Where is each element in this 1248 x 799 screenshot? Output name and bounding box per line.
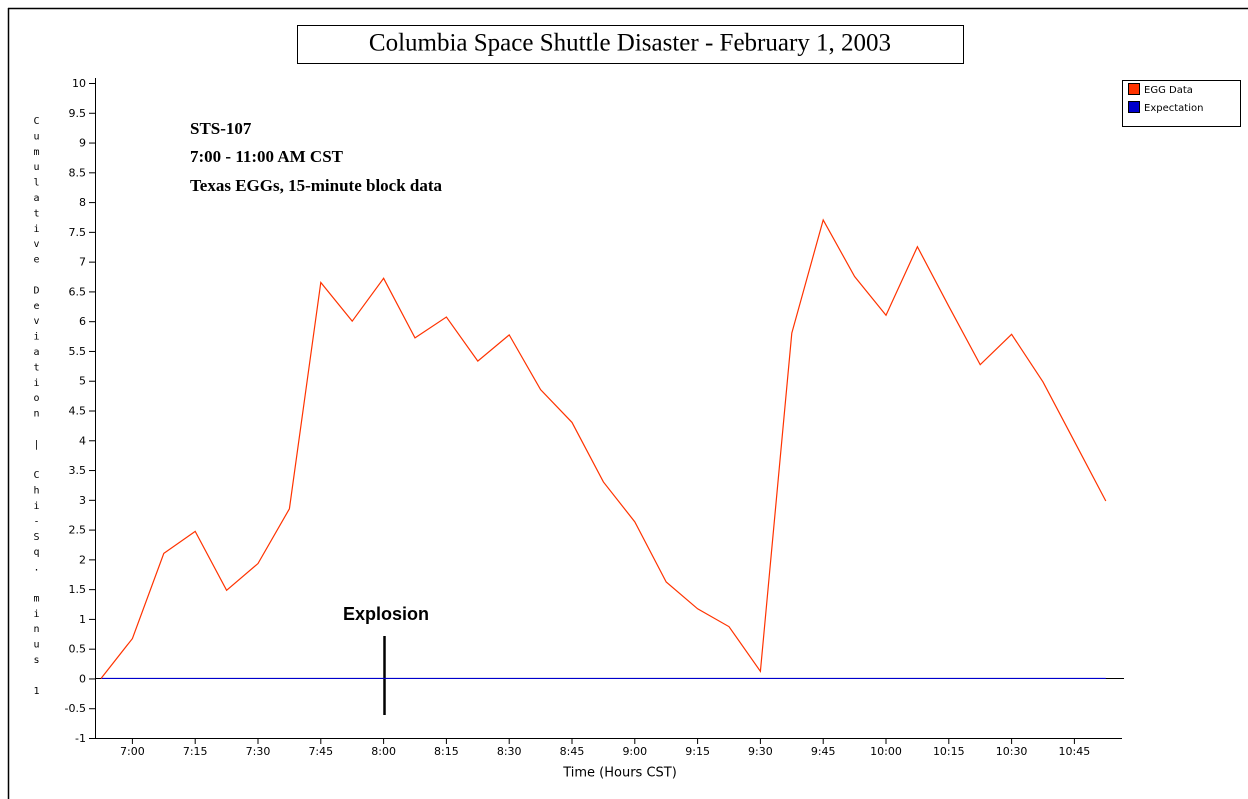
x-axis-label: Time (Hours CST) (562, 766, 677, 781)
y-tick-label: -0.5 (65, 702, 86, 715)
x-tick-label: 10:30 (996, 745, 1028, 758)
y-tick-label: 1.5 (69, 583, 87, 596)
y-tick-label: 10 (72, 77, 86, 90)
y-axis-label: Cumulative Deviation | Chi-Sq. minus 1 (31, 116, 42, 702)
x-tick-label: 8:15 (434, 745, 459, 758)
y-tick-label: 0 (79, 672, 86, 685)
y-tick-label: 7.5 (69, 226, 87, 239)
legend-label: EGG Data (1144, 85, 1193, 96)
y-tick-label: 3 (79, 494, 86, 507)
y-tick-label: 9.5 (69, 107, 87, 120)
y-tick-label: 4.5 (69, 405, 87, 418)
y-tick-label: 5.5 (69, 345, 87, 358)
y-tick-label: 2 (79, 553, 86, 566)
x-tick-label: 9:30 (748, 745, 773, 758)
y-tick-label: 9 (79, 137, 86, 150)
y-tick-label: 5 (79, 375, 86, 388)
y-tick-label: 6.5 (69, 285, 87, 298)
title-box (297, 25, 964, 64)
y-tick-label: 8 (79, 196, 86, 209)
x-tick-label: 8:00 (371, 745, 396, 758)
x-tick-label: 10:00 (870, 745, 902, 758)
x-tick-label: 7:15 (183, 745, 208, 758)
y-tick-label: 2.5 (69, 524, 87, 537)
x-tick-label: 7:00 (120, 745, 145, 758)
event-label: Explosion (343, 604, 429, 624)
y-tick-label: 4 (79, 434, 86, 447)
chart-title: Columbia Space Shuttle Disaster - Februa… (369, 30, 891, 57)
y-tick-label: 1 (79, 613, 86, 626)
x-tick-label: 8:30 (497, 745, 522, 758)
legend-swatch (1128, 101, 1140, 113)
x-tick-label: 10:15 (933, 745, 965, 758)
x-tick-label: 8:45 (560, 745, 585, 758)
y-tick-label: 3.5 (69, 464, 87, 477)
y-tick-label: 0.5 (69, 643, 87, 656)
y-tick-label: 8.5 (69, 166, 87, 179)
legend-label: Expectation (1144, 103, 1203, 114)
x-tick-label: 10:45 (1059, 745, 1091, 758)
annotation: 7:00 - 11:00 AM CST (190, 147, 344, 166)
y-tick-label: 7 (79, 256, 86, 269)
series-line (100, 218, 1107, 679)
x-tick-label: 7:45 (308, 745, 333, 758)
x-tick-label: 9:45 (811, 745, 836, 758)
y-tick-label: -1 (75, 732, 86, 745)
x-tick-label: 7:30 (246, 745, 271, 758)
legend-swatch (1128, 83, 1140, 95)
legend (1122, 80, 1241, 127)
x-tick-label: 9:00 (622, 745, 647, 758)
annotation: STS-107 (190, 119, 252, 138)
annotation: Texas EGGs, 15-minute block data (190, 176, 443, 195)
y-tick-label: 6 (79, 315, 86, 328)
x-tick-label: 9:15 (685, 745, 710, 758)
